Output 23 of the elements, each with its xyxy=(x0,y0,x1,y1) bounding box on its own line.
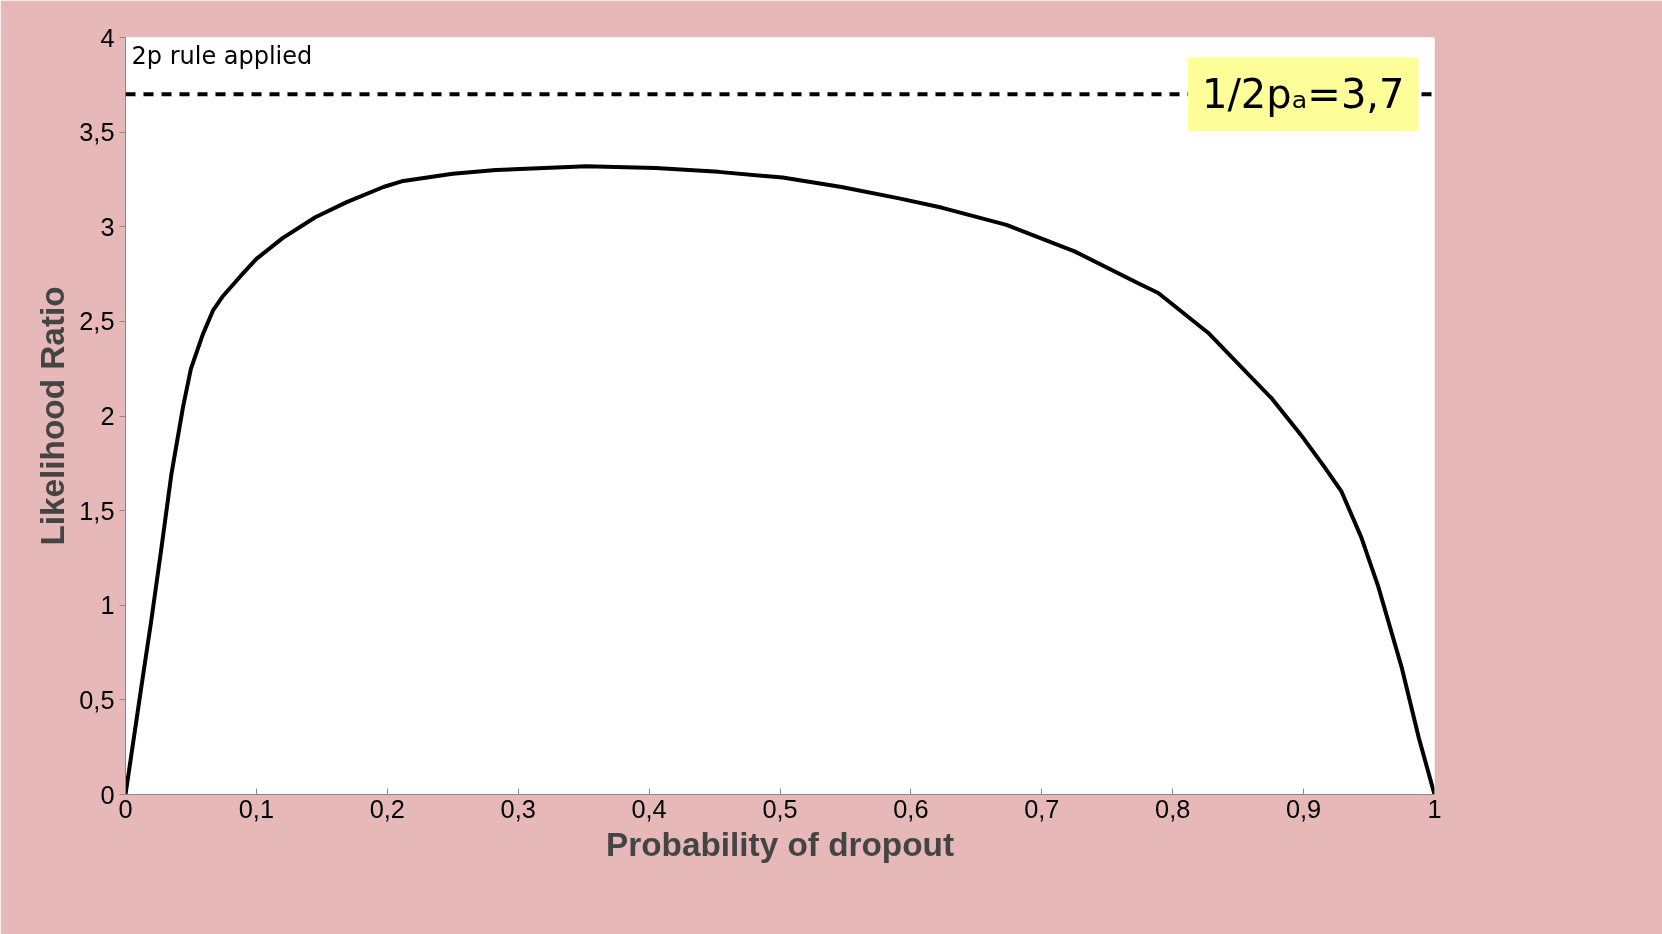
x-tick-label: 0 xyxy=(118,794,133,823)
ref-line-label: 1/2pₐ=3,7 xyxy=(1201,71,1405,118)
y-tick-label: 1 xyxy=(100,591,115,620)
x-tick-label: 0,4 xyxy=(631,794,667,823)
x-tick-label: 0,3 xyxy=(500,794,536,823)
annotation: 2p rule applied xyxy=(131,41,313,70)
y-tick-label: 4 xyxy=(100,23,115,52)
y-tick-label: 0,5 xyxy=(79,685,115,714)
x-tick-label: 0,2 xyxy=(369,794,405,823)
y-axis-title: Likelihood Ratio xyxy=(34,286,72,546)
x-tick-label: 0,6 xyxy=(893,794,929,823)
x-tick-label: 0,9 xyxy=(1286,794,1322,823)
y-tick-label: 3 xyxy=(100,212,115,241)
y-tick-label: 1,5 xyxy=(79,496,115,525)
x-tick-label: 0,8 xyxy=(1155,794,1191,823)
y-tick-label: 2,5 xyxy=(79,307,115,336)
x-tick-label: 1 xyxy=(1427,794,1442,823)
x-tick-label: 0,1 xyxy=(238,794,275,823)
x-tick-label: 0,5 xyxy=(762,794,798,823)
x-axis-title: Probability of dropout xyxy=(605,825,955,863)
y-tick-label: 2 xyxy=(100,402,115,430)
x-tick-label: 0,7 xyxy=(1024,794,1060,823)
y-tick-label: 3,5 xyxy=(79,118,115,147)
